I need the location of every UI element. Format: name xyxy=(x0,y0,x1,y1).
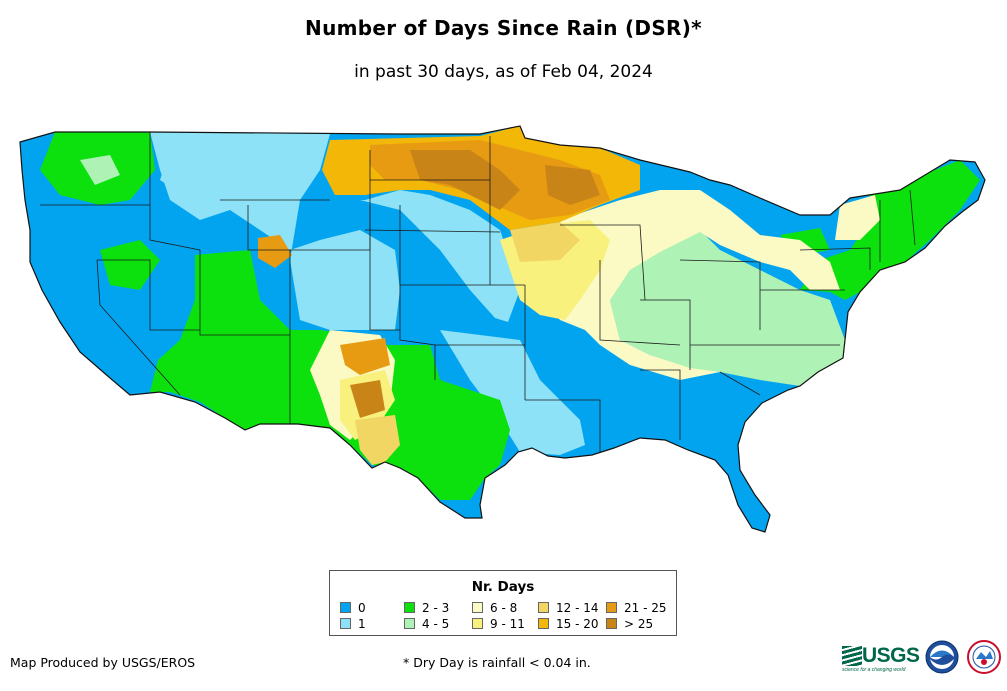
legend-swatch xyxy=(538,618,549,629)
zone-gt25-days-texas xyxy=(350,380,385,418)
legend-label: 6 - 8 xyxy=(490,601,518,615)
legend-swatch xyxy=(472,618,483,629)
zone-2-3-days-northeast xyxy=(800,160,980,300)
legend-item-5: 9 - 11 xyxy=(472,617,525,631)
legend-item-2: 2 - 3 xyxy=(404,601,449,615)
legend-label: 0 xyxy=(358,601,366,615)
zone-1-day-idaho xyxy=(160,150,260,210)
legend-label: 4 - 5 xyxy=(422,617,450,631)
legend-label: > 25 xyxy=(624,617,654,631)
legend-label: 1 xyxy=(358,617,366,631)
legend-swatch xyxy=(606,602,617,613)
map-subtitle: in past 30 days, as of Feb 04, 2024 xyxy=(354,62,653,82)
dry-day-note: * Dry Day is rainfall < 0.04 in. xyxy=(403,655,591,670)
legend-label: 15 - 20 xyxy=(556,617,599,631)
zone-21-25-days-new-mexico xyxy=(340,338,390,375)
legend-item-0: 0 xyxy=(340,601,366,615)
legend-swatch xyxy=(472,602,483,613)
state-boundaries xyxy=(40,132,916,455)
zone-4-5-days-washington xyxy=(80,155,120,185)
zone-4-5-days-ohio-valley xyxy=(600,230,845,386)
legend-item-3: 4 - 5 xyxy=(404,617,449,631)
usgs-mark-icon xyxy=(842,646,862,666)
legend-swatch xyxy=(538,602,549,613)
legend-swatch xyxy=(404,618,415,629)
zone-6-8-days-great-lakes xyxy=(545,190,840,380)
legend-item-8: 21 - 25 xyxy=(606,601,667,615)
usgs-tagline: science for a changing world xyxy=(842,667,906,673)
legend-label: 2 - 3 xyxy=(422,601,450,615)
legend-item-4: 6 - 8 xyxy=(472,601,517,615)
usgs-logo: USGS science for a changing world xyxy=(842,644,920,673)
agency-logos: USGS science for a changing world xyxy=(842,640,1007,680)
legend-item-9: > 25 xyxy=(606,617,653,631)
legend-title: Nr. Days xyxy=(471,579,535,595)
legend-swatch xyxy=(606,618,617,629)
legend-label: 21 - 25 xyxy=(624,601,667,615)
map-title: Number of Days Since Rain (DSR)* xyxy=(305,16,702,40)
zone-2-3-days-new-york xyxy=(780,228,830,255)
zone-12-14-days-big-bend xyxy=(355,415,400,465)
legend-item-1: 1 xyxy=(340,617,366,631)
legend-item-7: 15 - 20 xyxy=(538,617,599,631)
zone-12-14-days-minnesota-south xyxy=(510,222,580,262)
zone-6-8-days-new-england xyxy=(835,195,880,240)
legend-item-6: 12 - 14 xyxy=(538,601,599,615)
legend-label: 9 - 11 xyxy=(490,617,525,631)
zone-2-3-days-nevada xyxy=(100,240,160,290)
noaa-logo xyxy=(925,640,959,674)
producer-credit: Map Produced by USGS/EROS xyxy=(10,655,196,670)
legend: Nr. Days 0 1 2 - 3 4 - 5 6 - 8 9 - 11 12… xyxy=(329,570,677,636)
legend-swatch xyxy=(340,618,351,629)
legend-label: 12 - 14 xyxy=(556,601,599,615)
nws-logo xyxy=(967,640,1001,674)
legend-swatch xyxy=(340,602,351,613)
zone-1-day-south-central xyxy=(440,330,585,455)
usgs-wordmark: USGS xyxy=(862,644,920,667)
zone-21-25-days-utah xyxy=(258,235,292,268)
legend-swatch xyxy=(404,602,415,613)
zone-gt25-days-minnesota xyxy=(545,165,600,205)
